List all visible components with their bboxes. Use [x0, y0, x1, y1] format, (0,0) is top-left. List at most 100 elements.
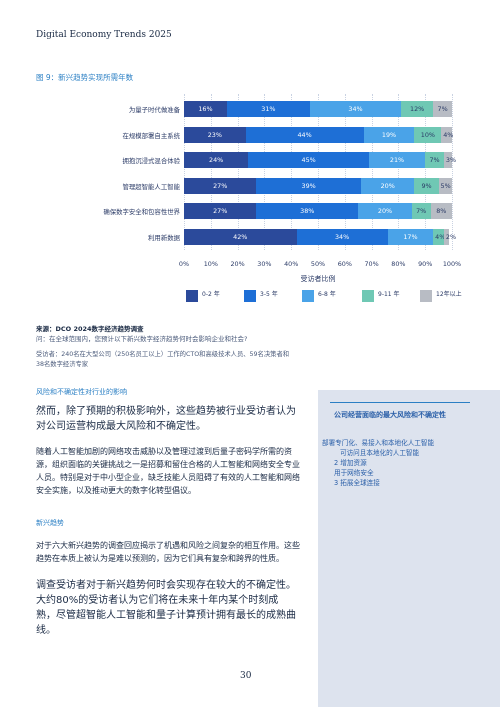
bar-segment	[184, 177, 257, 194]
bar-segment	[433, 228, 444, 245]
x-tick-label: 80%	[391, 260, 406, 268]
bar-segment	[433, 101, 452, 117]
data-label: 4%	[443, 130, 454, 139]
category-label: 为量子时代做准备	[128, 106, 180, 114]
data-label: 23%	[207, 130, 222, 139]
bar-segment	[411, 203, 431, 219]
x-tick-label: 0%	[178, 260, 190, 268]
data-label: 34%	[348, 105, 363, 113]
x-axis-label: 受访者比例	[300, 275, 336, 283]
chart-gridline	[398, 94, 400, 250]
survey-question: 问：在全球范围内，您预计以下新兴数字经济趋势何时会影响企业和社会?	[36, 335, 248, 343]
data-label: 8%	[436, 207, 447, 215]
bar-segment	[184, 152, 249, 168]
respondents-note: 受访者：240名在大型公司（250名员工以上）工作的CTO和高级技术人员、59名…	[36, 351, 290, 368]
chart-gridline	[371, 94, 373, 250]
data-label: 12%	[410, 105, 425, 113]
data-label: 7%	[437, 105, 448, 113]
data-label: 5%	[440, 181, 451, 190]
x-tick-label: 20%	[230, 260, 245, 268]
data-label: 2%	[445, 232, 457, 241]
data-label: 7%	[416, 207, 427, 215]
sidebar-divider	[330, 402, 470, 403]
lead-paragraph-risk: 然而，除了预期的积极影响外，这些趋势被行业受访者认为对公司运营构成最大风险和不确…	[36, 406, 296, 432]
bar-segment	[184, 228, 297, 245]
chart-gridline	[452, 94, 453, 250]
bar-segment	[360, 177, 415, 194]
data-label: 17%	[403, 232, 418, 241]
data-label: 7%	[429, 156, 440, 164]
legend-label: 6-8 年	[318, 291, 336, 298]
legend-label: 9-11 年	[378, 291, 400, 298]
sidebar-item: 2 增加资源	[334, 459, 367, 467]
data-label: 45%	[301, 156, 316, 164]
legend-swatch	[244, 290, 256, 302]
bar-segment	[256, 177, 361, 194]
category-label: 确保数字安全和包容性世界	[103, 208, 180, 216]
section-heading-trends: 新兴趋势	[36, 519, 64, 527]
legend-swatch	[186, 290, 198, 302]
data-label: 27%	[213, 181, 228, 190]
data-label: 19%	[381, 130, 397, 139]
bar-segment	[248, 152, 369, 168]
bar-segment	[296, 228, 388, 245]
chart-gridline	[237, 94, 239, 250]
bar-segment	[441, 126, 452, 143]
bar-segment	[414, 126, 442, 143]
legend-label: 12年以上	[436, 291, 462, 298]
section-heading-risk: 风险和不确定性对行业的影响	[36, 388, 127, 396]
data-label: 4%	[435, 232, 446, 241]
x-tick-label: 60%	[337, 260, 352, 268]
bar-segment	[245, 126, 364, 143]
data-label: 38%	[300, 207, 315, 215]
source-title: 来源：DCO 2024数字经济趋势调查	[36, 325, 144, 333]
data-label: 3%	[445, 156, 457, 164]
sidebar-item: 部署专门化、易接入和本地化人工智能	[322, 439, 435, 447]
category-label: 在规模部署自主系统	[122, 131, 180, 140]
chart-gridline	[184, 94, 185, 250]
chart-gridline	[264, 94, 266, 250]
bar-segment	[368, 152, 426, 168]
data-label: 31%	[261, 105, 276, 113]
x-tick-label: 30%	[257, 260, 272, 268]
x-tick-label: 50%	[310, 260, 326, 268]
figure-title: 图 9：新兴趋势实现所需年数	[36, 73, 134, 82]
data-label: 39%	[301, 181, 316, 190]
data-label: 27%	[213, 207, 228, 215]
bar-segment	[443, 228, 450, 245]
bar-segment	[184, 203, 257, 219]
stacked-bar-chart: 为量子时代做准备 16% 31% 34% 12% 7% 在规模部署自主系统 23% 44% 19%…	[0, 90, 500, 320]
bar-segment	[226, 101, 310, 117]
sidebar-list: 部署专门化、易接入和本地化人工智能 可访问且本地化的人工智能 2 增加资源 用于…	[322, 438, 492, 488]
legend-label: 0-2 年	[202, 291, 220, 298]
bar-segment	[414, 177, 439, 194]
bar-segment	[256, 203, 359, 219]
bar-segment	[358, 203, 412, 219]
chart-gridline	[210, 94, 212, 250]
data-label: 44%	[297, 130, 312, 139]
category-label: 管理超智能人工智能	[122, 182, 180, 191]
bar-segment	[425, 152, 444, 168]
bar-segment	[184, 126, 246, 143]
data-label: 34%	[334, 232, 350, 241]
bar-segment	[363, 126, 415, 143]
sidebar-item: 3 拓展全球连接	[334, 479, 380, 487]
category-label: 利用新数据	[148, 233, 180, 242]
data-label: 20%	[377, 207, 393, 215]
running-header: Digital Economy Trends 2025	[36, 30, 172, 40]
x-tick-label: 100%	[442, 260, 462, 268]
sidebar-item: 可访问且本地化的人工智能	[340, 449, 420, 457]
bar-segment	[401, 101, 434, 117]
sidebar-panel	[318, 390, 500, 707]
bar-segment	[443, 152, 452, 168]
page-number: 30	[240, 671, 252, 681]
body-paragraph-trends: 对于六大新兴趋势的调查回应揭示了机遇和风险之间复杂的相互作用。这些趋势在本质上被…	[36, 541, 300, 563]
bar-segment	[438, 177, 452, 194]
data-label: 16%	[198, 105, 213, 113]
x-tick-label: 70%	[364, 260, 379, 268]
body-paragraph-talent: 随着人工智能加剧的网络攻击威胁以及管理过渡到后量子密码学所需的资源，组织面临的关…	[36, 447, 300, 495]
data-label: 20%	[380, 181, 395, 190]
x-tick-label: 10%	[203, 260, 218, 268]
chart-gridline	[344, 94, 346, 250]
chart-gridline	[425, 94, 427, 250]
